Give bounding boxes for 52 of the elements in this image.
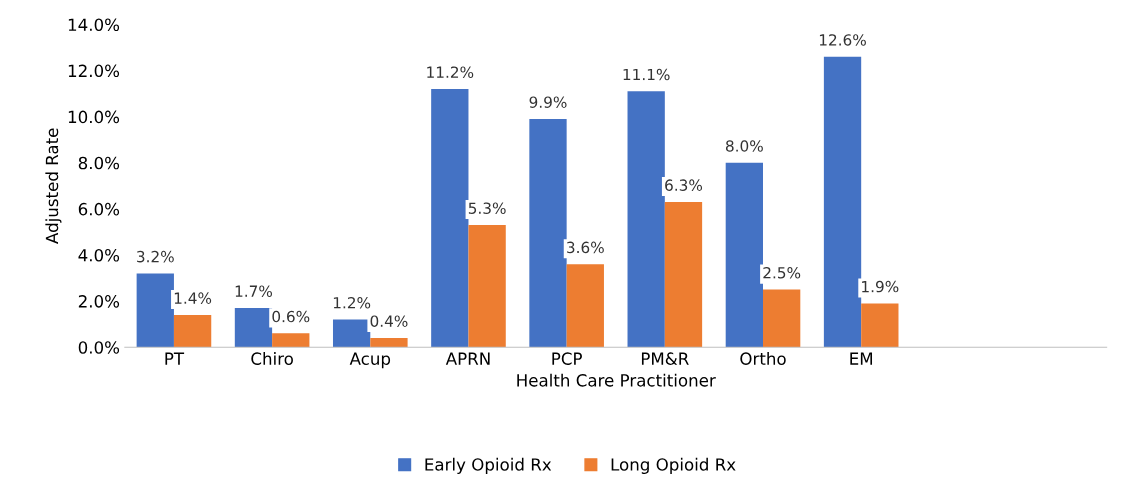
y-tick-label: 12.0% <box>68 64 120 78</box>
data-label: 0.4% <box>370 315 408 327</box>
bar <box>370 337 408 348</box>
bar <box>529 118 567 348</box>
data-label: 12.6% <box>819 34 866 46</box>
bar <box>332 319 371 348</box>
data-label: 6.3% <box>665 179 703 191</box>
x-tick-label: PT <box>165 352 185 365</box>
x-tick-label: PM&R <box>641 352 689 365</box>
legend-label: Long Opioid Rx <box>611 457 736 474</box>
y-tick-label: 4.0% <box>78 248 120 262</box>
bar <box>627 91 665 348</box>
data-label: 1.9% <box>862 280 899 293</box>
legend-label: Early Opioid Rx <box>425 457 552 474</box>
bar <box>823 56 862 348</box>
x-tick-label: APRN <box>445 352 490 365</box>
bar <box>566 264 604 348</box>
bar <box>468 225 506 348</box>
y-tick-label: 2.0% <box>78 295 120 308</box>
bar <box>861 303 899 348</box>
data-label: 1.2% <box>333 296 371 309</box>
x-tick-label: Chiro <box>251 352 293 365</box>
x-tick-label: EM <box>850 352 873 365</box>
data-label: 11.2% <box>427 66 474 78</box>
bar <box>763 289 801 348</box>
bar <box>272 333 310 348</box>
y-tick-label: 0.0% <box>78 341 120 354</box>
x-tick-label: Ortho <box>740 352 786 365</box>
bar <box>431 89 469 348</box>
data-label: 1.7% <box>235 285 273 297</box>
y-tick-label: 8.0% <box>78 156 120 170</box>
data-label: 9.9% <box>529 96 567 108</box>
bar <box>234 308 273 348</box>
bar <box>725 162 763 348</box>
x-tick-label: Acup <box>349 352 391 369</box>
y-tick-label: 6.0% <box>78 202 120 216</box>
y-tick-label: 14.0% <box>68 18 120 32</box>
data-label: 8.0% <box>725 140 763 152</box>
data-label: 1.4% <box>174 292 212 304</box>
data-label: 2.5% <box>763 266 801 279</box>
bar <box>136 273 174 348</box>
bar <box>173 314 212 348</box>
data-label: 3.2% <box>137 250 174 263</box>
data-label: 3.6% <box>567 241 604 254</box>
y-axis-title: Adjusted Rate <box>45 128 62 244</box>
data-label: 0.6% <box>272 310 310 323</box>
x-axis-title: Health Care Practitioner <box>517 373 716 387</box>
data-label: 11.1% <box>623 68 670 81</box>
x-tick-label: PCP <box>552 352 582 365</box>
bar <box>664 201 703 348</box>
data-label: 5.3% <box>468 202 506 214</box>
y-tick-label: 10.0% <box>68 110 120 124</box>
